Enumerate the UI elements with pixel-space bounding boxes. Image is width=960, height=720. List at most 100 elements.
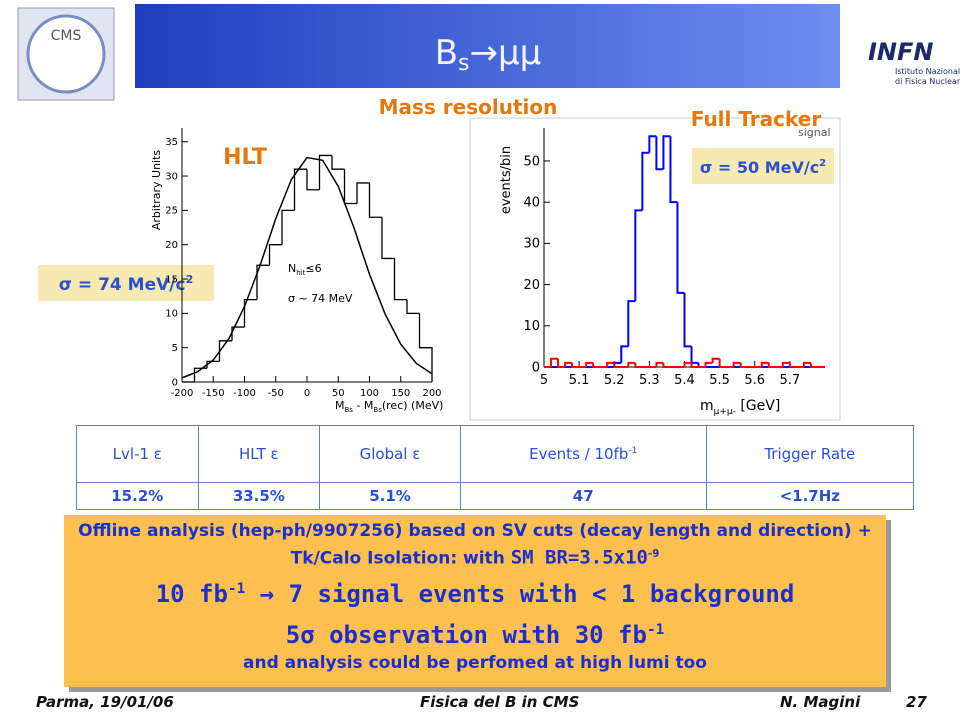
histogram-bin	[381, 217, 395, 260]
y-tick-label: 50	[523, 154, 540, 169]
table-header: HLT ε	[197, 425, 321, 483]
histogram-bin	[781, 361, 790, 367]
table-cell: 5.1%	[319, 482, 461, 510]
histogram-bin	[676, 202, 685, 294]
table-header: Global ε	[319, 425, 461, 483]
histogram-bin	[760, 361, 769, 367]
footer-page: 27	[906, 693, 927, 711]
summary-box: Offline analysis (hep-ph/9907256) based …	[64, 515, 886, 687]
histogram-bin	[683, 361, 692, 367]
x-tick-label: 5.7	[780, 373, 801, 388]
y-tick-label: 10	[165, 309, 178, 320]
table-header: Lvl-1 ε	[76, 425, 199, 483]
title-bar	[135, 4, 840, 88]
histogram-bin	[655, 361, 664, 367]
histogram-bin	[231, 326, 245, 341]
fit-curve	[181, 156, 433, 379]
histogram-bin	[613, 362, 622, 368]
x-tick-label: -200	[171, 388, 194, 399]
y-tick-label: 15	[165, 274, 178, 285]
footer-talk: Fisica del B in CMS	[420, 693, 580, 711]
table-cell: <1.7Hz	[705, 482, 915, 510]
legend-entry: signal	[798, 126, 831, 139]
table-cell: 47	[459, 482, 707, 510]
footer-place: Parma, 19/01/06	[36, 693, 174, 711]
sigma-box	[38, 265, 214, 301]
full-tracker-label: Full Tracker	[691, 107, 822, 131]
histogram-bin	[641, 151, 650, 211]
y-axis-label: events/bin	[499, 146, 514, 214]
sigma-hlt: σ = 74 MeV/c2	[59, 273, 193, 295]
histogram-bin	[739, 362, 748, 368]
x-tick-label: 5.3	[639, 373, 660, 388]
histogram-bin	[809, 362, 818, 368]
x-tick-label: 200	[422, 388, 441, 399]
sigma-ft: σ = 50 MeV/c2	[700, 158, 826, 177]
histogram-bin	[393, 258, 407, 301]
histogram-bin	[557, 358, 566, 368]
histogram-bin	[293, 168, 307, 211]
y-tick-label: 30	[523, 237, 540, 252]
infn-logo: INFN	[868, 38, 934, 66]
x-tick-label: -100	[233, 388, 256, 399]
summary-line: and analysis could be perfomed at high l…	[243, 652, 707, 673]
histogram-bin	[243, 298, 257, 328]
x-axis-label: MBs - MBs(rec) (MeV)	[335, 399, 443, 414]
y-tick-label: 40	[523, 196, 540, 211]
footer-author: N. Magini	[780, 693, 861, 711]
infn-logo-sub: Istituto Nazionale	[895, 67, 960, 76]
annotation: σ ~ 74 MeV	[288, 292, 353, 305]
histogram-bin	[306, 169, 320, 191]
histogram-bin	[564, 361, 573, 367]
y-tick-label: 20	[523, 278, 540, 293]
x-tick-label: 5.2	[604, 373, 625, 388]
histogram-bin	[627, 300, 636, 347]
x-tick-label: 150	[391, 388, 410, 399]
annotation: Nhit≤6	[288, 262, 322, 277]
cms-logo-ring	[26, 14, 106, 94]
results-table: Lvl-1 ε HLT ε Global ε Events / 10fb-1 T…	[76, 425, 915, 510]
histogram-bin	[620, 345, 629, 363]
y-tick-label: 20	[165, 240, 178, 251]
histogram-bin	[662, 135, 671, 170]
histogram-bin	[648, 135, 657, 153]
mass-resolution-label: Mass resolution	[379, 95, 558, 119]
histogram-bin	[627, 361, 636, 367]
x-tick-label: 0	[304, 388, 310, 399]
histogram-bin	[802, 361, 811, 367]
summary-line: 5σ observation with 30 fb-1	[285, 620, 665, 649]
summary-line: 10 fb-1 → 7 signal events with < 1 backg…	[155, 579, 795, 608]
y-tick-label: 0	[532, 360, 540, 375]
x-tick-label: -50	[268, 388, 284, 399]
x-tick-label: 5.1	[569, 373, 590, 388]
histogram-bin	[585, 361, 594, 367]
summary-line: Offline analysis (hep-ph/9907256) based …	[78, 521, 872, 569]
y-tick-label: 25	[165, 206, 178, 217]
histogram-bin	[606, 361, 615, 367]
histogram-bin	[732, 361, 741, 367]
histogram-bin	[718, 358, 727, 368]
x-tick-label: 5.4	[674, 373, 695, 388]
histogram-bin	[662, 362, 671, 368]
histogram-bin	[256, 264, 270, 300]
y-axis-label: Arbitrary Units	[150, 150, 163, 231]
histogram-bin	[268, 244, 282, 266]
histogram-bin	[634, 209, 643, 302]
x-tick-label: 100	[360, 388, 379, 399]
y-tick-label: 10	[523, 319, 540, 334]
histogram-bin	[318, 154, 332, 190]
x-tick-label: 50	[332, 388, 345, 399]
histogram-bin	[206, 360, 220, 369]
x-axis-label: mμ+μ- [GeV]	[700, 398, 780, 417]
table-cell: 15.2%	[76, 482, 199, 510]
histogram-bin	[356, 182, 370, 204]
histogram-bin	[634, 362, 643, 368]
y-tick-label: 30	[165, 171, 178, 182]
y-tick-label: 35	[165, 137, 178, 148]
slide-title: Bs→μμ	[435, 33, 542, 76]
histogram-bin	[418, 313, 433, 382]
hlt-label: HLT	[223, 145, 267, 170]
histogram-bin	[592, 362, 601, 368]
histogram-bin	[368, 182, 382, 218]
